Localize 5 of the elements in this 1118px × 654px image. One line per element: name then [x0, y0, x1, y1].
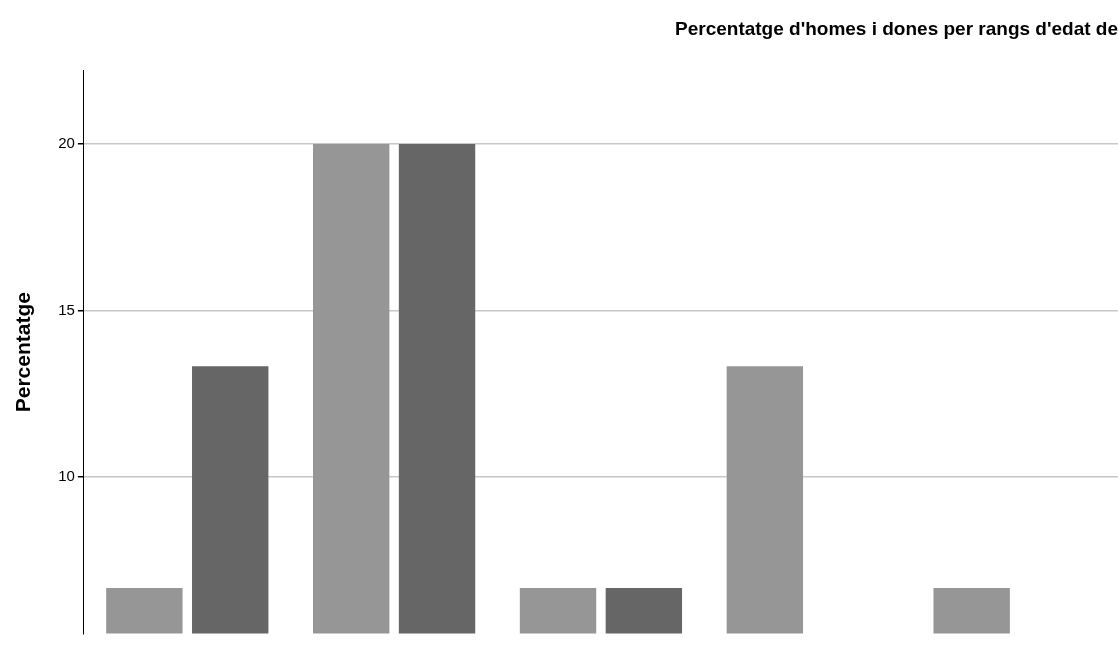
y-tick-label: 20: [58, 134, 75, 152]
y-axis-title: Percentatge: [11, 292, 35, 413]
y-tick-label: 15: [58, 300, 75, 318]
y-tick-label: 10: [58, 467, 75, 485]
chart-title: Percentatge d'homes i dones per rangs d'edat de: [675, 17, 1118, 39]
